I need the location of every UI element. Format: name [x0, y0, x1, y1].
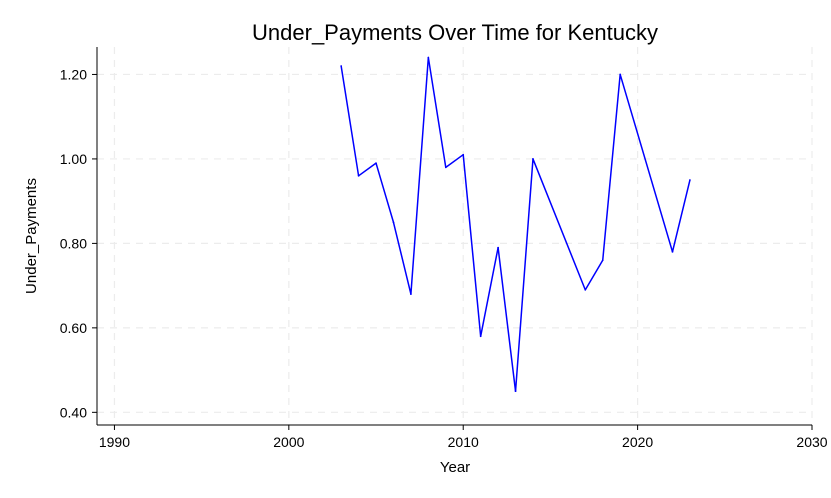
series-line-segment	[427, 56, 447, 169]
series-line-segment	[445, 153, 464, 169]
data-point	[357, 175, 360, 177]
series-line-segment	[340, 65, 360, 177]
x-axis-label: Year	[440, 459, 470, 476]
series-line-segment	[462, 153, 482, 338]
data-point	[497, 246, 499, 249]
series-line-segment	[375, 162, 395, 224]
data-point	[514, 390, 517, 393]
x-tick-label: 1990	[99, 434, 130, 450]
data-point	[601, 259, 604, 262]
y-axis-label: Under_Payments	[23, 178, 40, 294]
data-point	[689, 179, 691, 181]
chart-title: Under_Payments Over Time for Kentucky	[252, 20, 658, 45]
data-point	[619, 73, 621, 76]
data-point	[375, 162, 377, 164]
x-tick-label: 2020	[622, 434, 653, 450]
series-line-segment	[584, 259, 604, 291]
ticks-layer: 1990 2000 2010 2020 2030 0.40 0.60 0.80 1.00 1.20	[60, 66, 828, 450]
data-point	[410, 293, 412, 295]
data-point	[532, 158, 534, 160]
grid-layer	[97, 47, 813, 425]
series-line-segment	[357, 162, 377, 177]
data-point	[392, 221, 395, 224]
data-point	[444, 166, 447, 169]
y-tick-label: 1.00	[60, 151, 87, 167]
series-line-segment	[514, 158, 534, 392]
x-tick-label: 2030	[796, 434, 827, 450]
data-point	[671, 251, 674, 253]
series-line-segment	[479, 246, 499, 338]
series-line-segment	[619, 73, 674, 253]
data-point	[462, 153, 465, 156]
series-line-segment	[532, 158, 587, 291]
axes-layer	[96, 47, 812, 426]
data-point	[340, 65, 342, 67]
y-tick-label: 0.60	[60, 320, 87, 336]
x-tick-label: 2000	[273, 434, 304, 450]
y-tick-label: 0.80	[60, 235, 87, 251]
series-line-segment	[601, 73, 621, 262]
series-line-segment	[497, 246, 517, 392]
y-tick-label: 1.20	[60, 66, 87, 82]
data-point	[427, 56, 430, 59]
x-tick-label: 2010	[448, 434, 479, 450]
series-line-segment	[671, 179, 691, 253]
y-tick-label: 0.40	[60, 404, 87, 420]
series-line-segment	[392, 221, 412, 295]
data-point	[479, 335, 482, 338]
series-line-segment	[410, 56, 430, 295]
data-point	[584, 289, 587, 291]
series-layer	[340, 56, 691, 393]
